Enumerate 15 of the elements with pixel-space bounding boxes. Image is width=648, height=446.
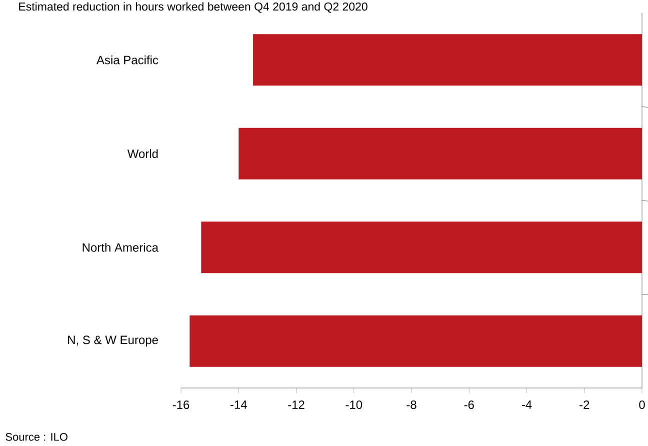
x-tick-label: -8 [406,400,416,410]
y-tick-label: N, S & W Europe [68,336,158,347]
x-tick-label: -10 [346,400,362,410]
x-tick-label: -4 [522,400,532,409]
x-tick-label: -16 [172,400,190,410]
y-tick-label: Asia Pacific [96,55,158,64]
x-tick-label: -2 [580,400,590,409]
source-note: Source : ILO [6,432,68,441]
x-tick-label: -12 [288,400,304,409]
x-tick-label: 0 [639,400,645,410]
x-tick-label: -6 [464,400,474,410]
x-tick-label: -14 [230,400,247,409]
y-tick-label: North America [82,242,158,252]
chart-title: Estimated reduction in hours worked between Q4 2019 and Q2 2020 [19,2,368,13]
y-tick-label: World [127,149,158,158]
